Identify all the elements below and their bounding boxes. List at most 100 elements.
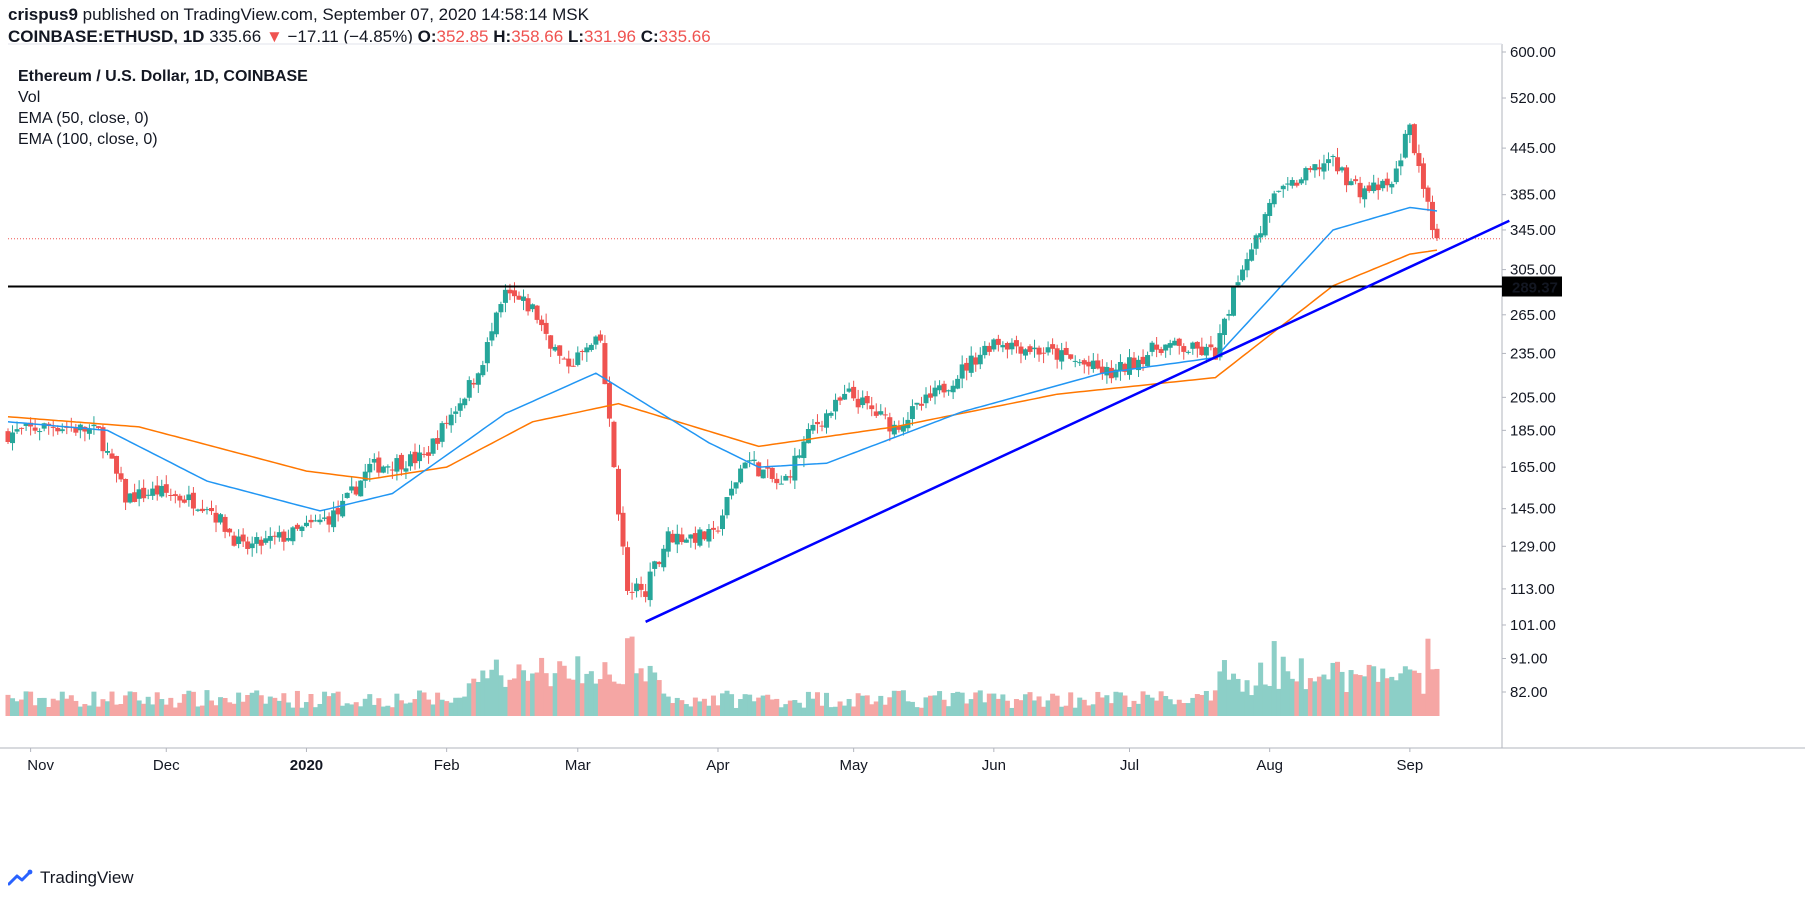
candle-body (557, 345, 563, 356)
volume-bar (1321, 674, 1327, 716)
candle-body (132, 492, 138, 502)
candle-body (245, 541, 251, 549)
volume-bar (41, 697, 47, 716)
candle-body (588, 344, 594, 350)
volume-bar (1325, 679, 1331, 716)
candle-body (1231, 286, 1237, 316)
volume-bar (697, 701, 703, 716)
volume-bar (222, 697, 228, 716)
candle-body (1253, 235, 1259, 249)
time-tick-label: Jul (1120, 757, 1139, 774)
legend-ema50[interactable]: EMA (50, close, 0) (18, 110, 149, 127)
candle-body (941, 383, 947, 393)
volume-bar (1393, 680, 1399, 716)
time-tick-label: Mar (565, 757, 591, 774)
candle-body (1131, 357, 1137, 369)
price-tick-label: 185.00 (1510, 422, 1556, 439)
volume-bar (466, 683, 472, 716)
volume-bar (104, 701, 110, 716)
candle-body (1348, 181, 1354, 186)
candle-body (1036, 347, 1042, 355)
volume-bar (489, 669, 495, 716)
candle-body (982, 345, 988, 356)
candle-body (299, 526, 305, 531)
candle-body (543, 322, 549, 334)
candle-body (756, 462, 762, 477)
volume-bar (1036, 696, 1042, 716)
candle-body (1181, 346, 1187, 352)
candle-body (231, 535, 237, 546)
candle-body (878, 411, 884, 415)
candle-body (5, 431, 11, 442)
volume-bar (498, 675, 504, 716)
volume-bar (123, 695, 129, 716)
volume-bar (991, 693, 997, 716)
candle-body (444, 422, 450, 424)
price-tick-label: 145.00 (1510, 501, 1556, 518)
volume-bar (688, 706, 694, 716)
candle-body (367, 463, 373, 473)
candle-body (1344, 167, 1350, 186)
volume-bar (900, 690, 906, 716)
candle-body (1185, 351, 1191, 353)
volume-bar (1068, 692, 1074, 716)
volume-bar (977, 690, 983, 716)
volume-bar (593, 683, 599, 716)
candle-body (1000, 345, 1006, 348)
volume-bar (710, 695, 716, 716)
volume-bar (195, 706, 201, 716)
publisher-name[interactable]: crispus9 (8, 5, 78, 24)
candle-body (1167, 343, 1173, 348)
volume-bar (1380, 668, 1386, 716)
candle-body (249, 543, 255, 549)
volume-bar (86, 705, 92, 716)
candle-body (430, 438, 436, 454)
time-tick-label: Apr (706, 757, 729, 774)
chart-header: crispus9 published on TradingView.com, S… (8, 4, 711, 48)
candle-body (833, 399, 839, 412)
time-axis[interactable]: Nov Dec 2020 Feb Mar Apr May Jun Jul Aug Sep (27, 748, 1423, 774)
candle-body (1212, 347, 1218, 360)
candle-body (855, 398, 861, 408)
volume-bar (738, 699, 744, 716)
legend-ema100[interactable]: EMA (100, close, 0) (18, 131, 158, 148)
candle-body (706, 528, 712, 542)
volume-bar (1185, 703, 1191, 716)
volume-bar (539, 657, 545, 716)
candle-body (453, 411, 459, 414)
volume-bar (177, 702, 183, 716)
legend-vol[interactable]: Vol (18, 89, 41, 106)
volume-bar (652, 672, 658, 716)
volume-bar (606, 674, 612, 716)
candle-body (968, 355, 974, 373)
candle-body (109, 453, 115, 459)
price-tick-label: 101.00 (1510, 617, 1556, 634)
candle-body (1425, 187, 1431, 202)
footer-brand[interactable]: TradingView (8, 868, 134, 888)
volume-bar (819, 705, 825, 716)
candle-body (1280, 185, 1286, 190)
symbol-label: COINBASE:ETHUSD, 1D (8, 27, 205, 46)
volume-bar (656, 680, 662, 716)
volume-bar (575, 656, 581, 716)
candle-body (566, 358, 572, 367)
candle-body (1303, 168, 1309, 181)
volume-bar (46, 707, 52, 716)
candle-body (1429, 201, 1435, 231)
candle-body (869, 405, 875, 410)
volume-bar (208, 700, 214, 716)
volume-bar (344, 703, 350, 716)
volume-bar (14, 701, 20, 716)
candle-body (41, 423, 47, 429)
price-axis[interactable]: 82.00 91.00 101.00 113.00 129.00 145.00 165.00… (1502, 44, 1562, 701)
candle-body (837, 397, 843, 401)
candle-body (95, 426, 101, 428)
volume-bar (150, 704, 156, 716)
candle-body (842, 393, 848, 400)
volume-bar (376, 698, 382, 716)
candle-body (493, 312, 499, 335)
volume-bar (353, 702, 359, 716)
legend-title[interactable]: Ethereum / U.S. Dollar, 1D, COINBASE (18, 68, 308, 85)
candle-body (1045, 347, 1051, 353)
